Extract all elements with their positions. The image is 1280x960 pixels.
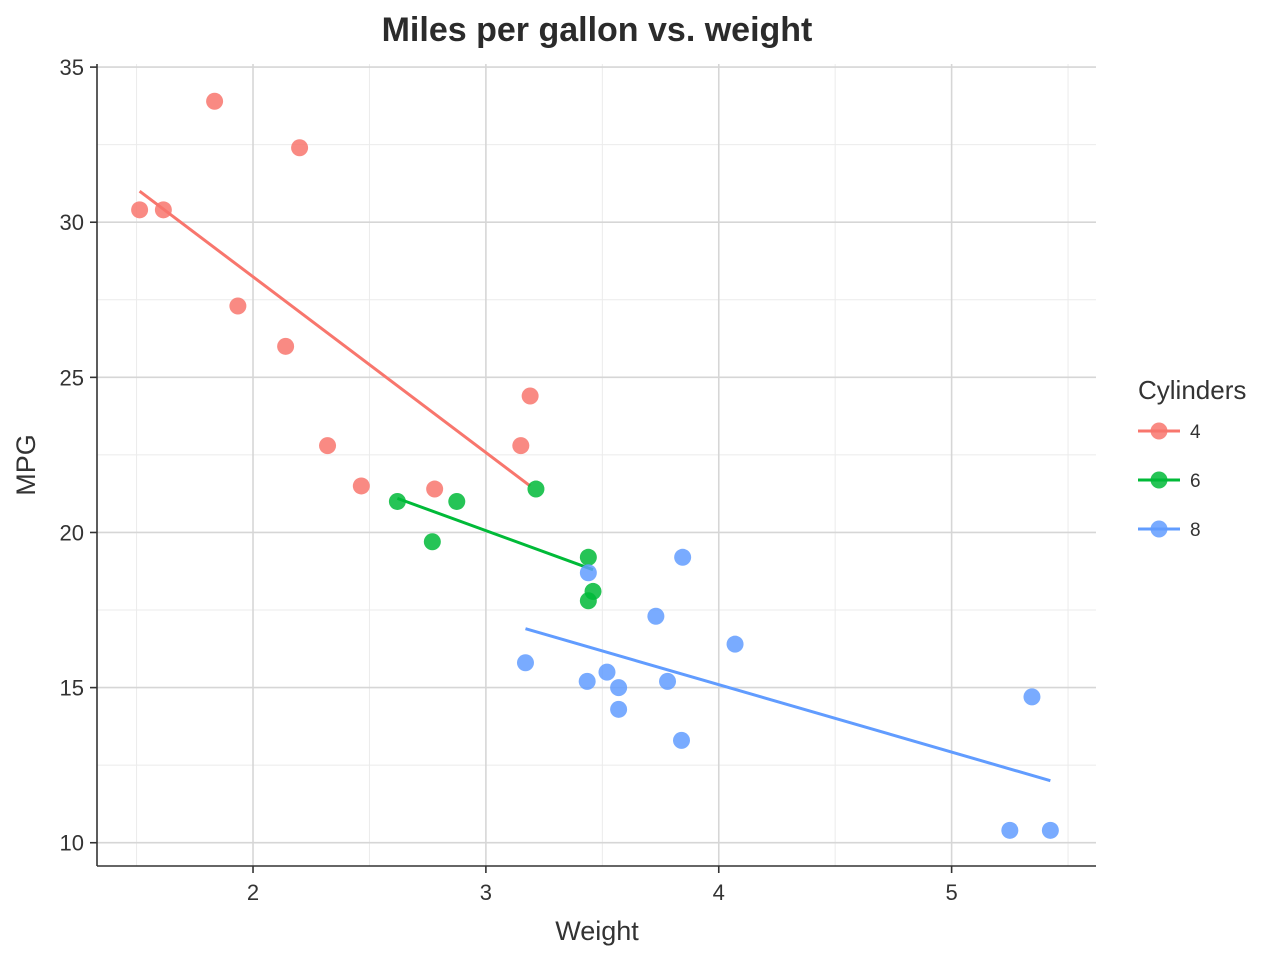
- data-point-cyl-8: [610, 700, 628, 718]
- data-point-cyl-8: [672, 731, 690, 749]
- data-point-cyl-8: [674, 548, 692, 566]
- chart-title: Miles per gallon vs. weight: [382, 11, 813, 49]
- data-point-cyl-6: [579, 548, 597, 566]
- data-point-cyl-4: [319, 437, 337, 455]
- trend-line-cyl-6: [396, 496, 594, 572]
- x-tick-label: 5: [945, 880, 957, 905]
- legend-item-4: 4: [1138, 422, 1201, 443]
- y-axis-ticks: 10 15 20 25 30 35: [60, 55, 97, 856]
- legend-label: 6: [1190, 471, 1201, 492]
- trend-line-cyl-4: [138, 190, 532, 488]
- data-point-cyl-8: [647, 607, 665, 625]
- major-gridlines: [97, 64, 1096, 866]
- legend-key-point: [1150, 471, 1168, 489]
- y-tick-label: 10: [60, 831, 84, 856]
- data-point-cyl-6: [448, 492, 466, 510]
- data-point-cyl-8: [610, 679, 628, 697]
- data-point-cyl-8: [516, 654, 534, 672]
- legend-label: 4: [1190, 422, 1201, 443]
- data-point-cyl-8: [1041, 821, 1059, 839]
- data-point-cyl-6: [423, 533, 441, 551]
- y-axis-label: MPG: [11, 434, 41, 496]
- data-points: [131, 92, 1059, 839]
- data-point-cyl-4: [131, 201, 149, 219]
- data-point-cyl-4: [512, 437, 530, 455]
- x-tick-label: 4: [713, 880, 725, 905]
- data-point-cyl-8: [578, 672, 596, 690]
- x-tick-label: 3: [480, 880, 492, 905]
- minor-gridlines: [97, 64, 1096, 866]
- legend-key-point: [1150, 520, 1168, 538]
- y-tick-label: 15: [60, 676, 84, 701]
- data-point-cyl-4: [352, 477, 370, 495]
- legend-title: Cylinders: [1138, 375, 1246, 405]
- y-tick-label: 25: [60, 365, 84, 390]
- trend-lines: [138, 190, 1051, 783]
- data-point-cyl-6: [584, 582, 602, 600]
- trend-line-cyl-8: [525, 627, 1051, 783]
- y-tick-label: 20: [60, 520, 84, 545]
- data-point-cyl-4: [206, 92, 224, 110]
- data-point-cyl-4: [291, 139, 309, 157]
- legend-items: 4 6 8: [1138, 422, 1201, 541]
- y-tick-label: 30: [60, 210, 84, 235]
- legend-item-6: 6: [1138, 471, 1201, 492]
- x-tick-label: 2: [247, 880, 259, 905]
- data-point-cyl-6: [527, 480, 545, 498]
- legend-item-8: 8: [1138, 520, 1201, 541]
- legend-label: 8: [1190, 520, 1201, 541]
- data-point-cyl-4: [154, 201, 172, 219]
- data-point-cyl-8: [726, 635, 744, 653]
- y-tick-label: 35: [60, 55, 84, 80]
- x-axis-ticks: 2 3 4 5: [247, 866, 958, 905]
- data-point-cyl-6: [388, 492, 406, 510]
- data-point-cyl-8: [659, 672, 677, 690]
- data-point-cyl-4: [277, 337, 295, 355]
- data-point-cyl-8: [1023, 688, 1041, 706]
- data-point-cyl-8: [598, 663, 616, 681]
- legend: Cylinders 4 6 8: [1138, 375, 1246, 541]
- data-point-cyl-4: [521, 387, 539, 405]
- data-point-cyl-8: [579, 564, 597, 582]
- legend-key-point: [1150, 422, 1168, 440]
- x-axis-label: Weight: [555, 916, 639, 946]
- data-point-cyl-8: [1001, 821, 1019, 839]
- data-point-cyl-4: [426, 480, 444, 498]
- data-point-cyl-4: [229, 297, 247, 315]
